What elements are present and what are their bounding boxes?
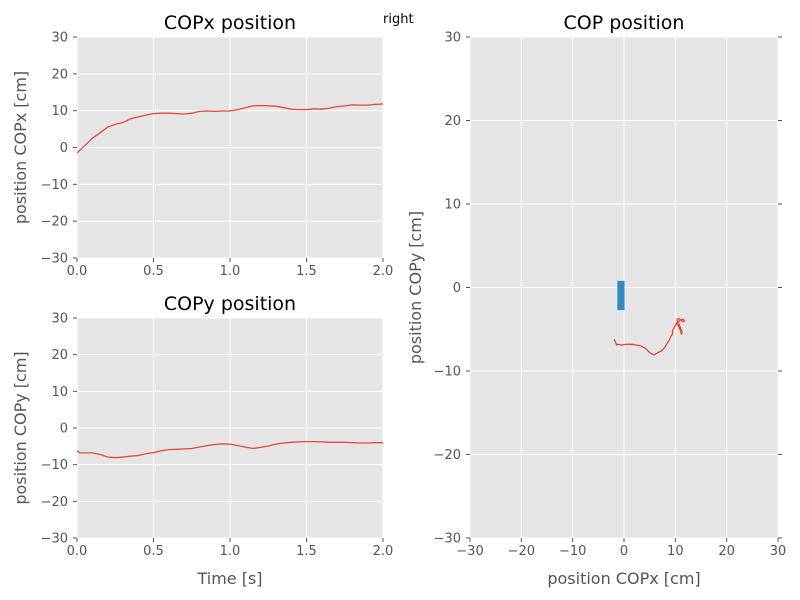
x-tick-label: 1.5 <box>296 264 317 279</box>
x-tick-label: 0.0 <box>67 544 88 559</box>
y-tick-label: −20 <box>434 448 461 463</box>
y-axis-label: position COPy [cm] <box>11 351 30 504</box>
y-tick-label: −20 <box>41 495 68 510</box>
x-tick-label: 1.0 <box>220 544 241 559</box>
copx-time-plot: 0.0 0.5 1.0 1.5 2.0 −30 −20 −10 0 10 20 30 COPx posi… <box>11 12 393 279</box>
y-tick-label: 30 <box>51 312 68 327</box>
y-tick-label: 30 <box>51 31 68 46</box>
y-tick-label: 20 <box>51 348 68 363</box>
x-tick-label: 30 <box>770 544 787 559</box>
y-tick-label: 10 <box>51 104 68 119</box>
y-tick-label: 20 <box>51 67 68 82</box>
y-tick-label: 30 <box>444 31 461 46</box>
x-tick-label: 20 <box>718 544 735 559</box>
right-annotation: right <box>383 12 414 27</box>
y-tick-label: 0 <box>60 141 68 156</box>
chart-title: COPy position <box>164 293 296 315</box>
x-axis-label: position COPx [cm] <box>547 569 700 588</box>
y-tick-label: −30 <box>434 532 461 547</box>
y-tick-label: −30 <box>41 532 68 547</box>
x-tick-label: 0 <box>620 544 628 559</box>
x-tick-label: 0.0 <box>67 264 88 279</box>
y-tick-label: −30 <box>41 252 68 267</box>
y-tick-label: −10 <box>41 178 68 193</box>
x-tick-label: −20 <box>508 544 535 559</box>
y-axis-label: position COPy [cm] <box>406 211 425 364</box>
chart-title: COP position <box>564 12 685 34</box>
x-tick-label: 10 <box>667 544 684 559</box>
x-tick-label: 0.5 <box>143 264 164 279</box>
cop-trajectory-plot: −30 −20 −10 0 10 20 30 −30 −20 −10 0 10 20 30 COP posi… <box>406 12 786 588</box>
x-tick-label: 2.0 <box>373 544 394 559</box>
y-tick-label: 0 <box>453 281 461 296</box>
x-axis-label: Time [s] <box>196 569 262 588</box>
x-tick-label: 2.0 <box>373 264 394 279</box>
x-tick-label: 1.0 <box>220 264 241 279</box>
y-tick-label: 0 <box>60 422 68 437</box>
y-tick-label: −10 <box>41 458 68 473</box>
copy-time-plot: 0.0 0.5 1.0 1.5 2.0 −30 −20 −10 0 10 20 30 COPy posi… <box>11 293 393 588</box>
x-tick-label: 0.5 <box>143 544 164 559</box>
x-tick-label: 1.5 <box>296 544 317 559</box>
x-tick-label: −10 <box>559 544 586 559</box>
x-tick-label: −30 <box>456 544 483 559</box>
series-line <box>76 103 384 154</box>
y-tick-label: 10 <box>444 198 461 213</box>
y-tick-label: −10 <box>434 365 461 380</box>
y-tick-label: −20 <box>41 215 68 230</box>
y-axis-label: position COPx [cm] <box>11 71 30 224</box>
series-line <box>613 317 686 356</box>
y-tick-label: 20 <box>444 114 461 129</box>
chart-title: COPx position <box>164 12 296 34</box>
y-tick-label: 10 <box>51 385 68 400</box>
series-line <box>76 440 383 459</box>
foot-marker-rect <box>617 280 625 311</box>
